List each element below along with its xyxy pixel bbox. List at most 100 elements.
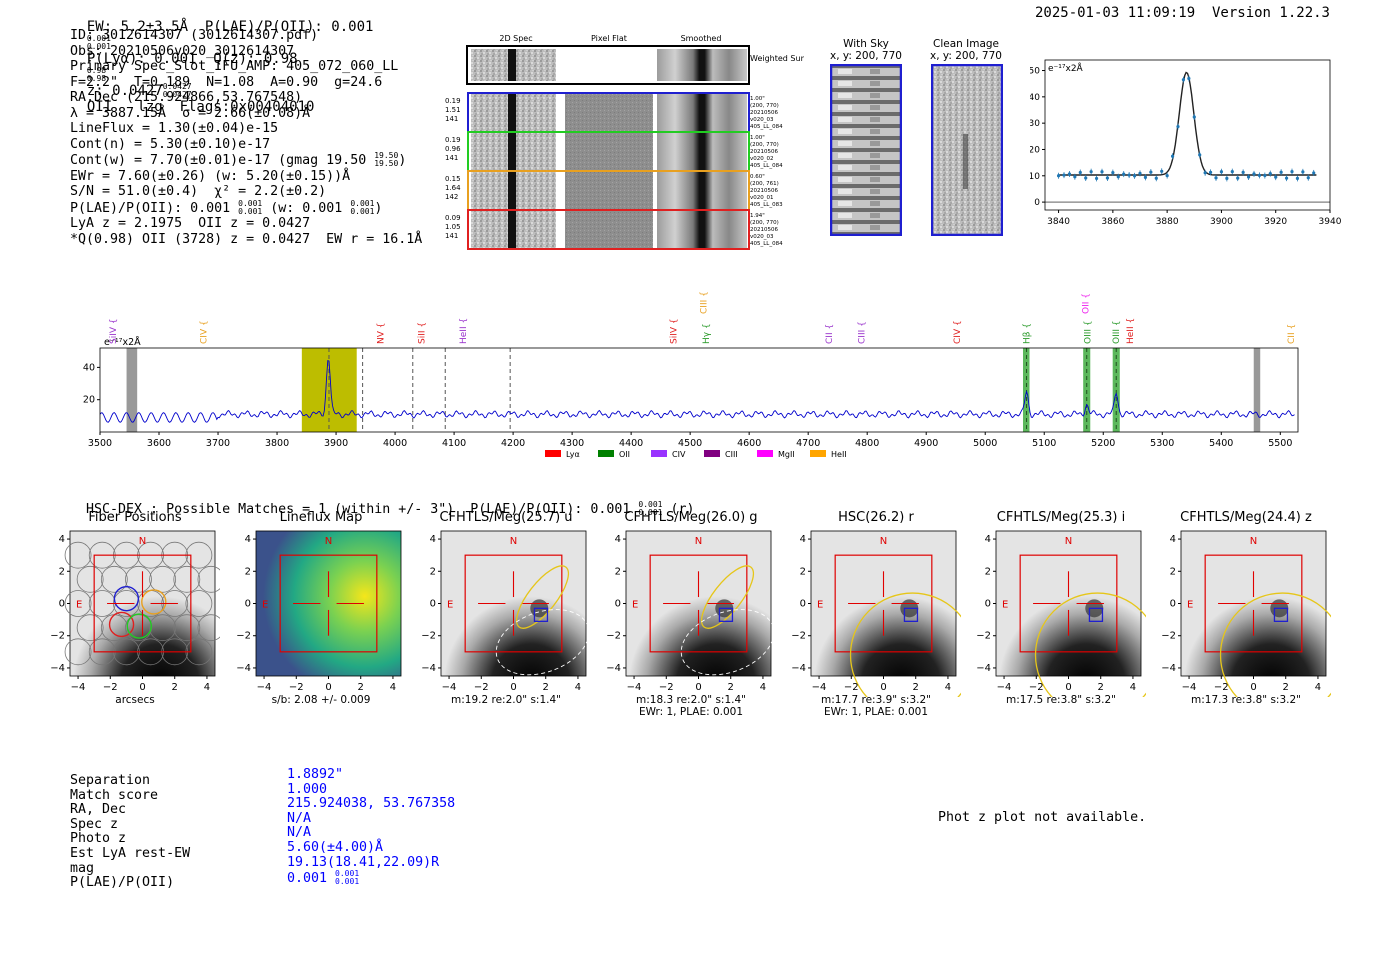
imaging-caption-line: m:17.7 re:3.9" s:3.2" <box>821 694 931 706</box>
imaging-xtick-label: 0 <box>695 682 701 693</box>
imaging-panel: CFHTLS/Meg(25.3) i N E −4 −4 −2 −2 0 0 2 2 4 4 m:17.5… <box>976 510 1161 718</box>
emission-line-label: SiIV { <box>109 318 119 344</box>
zoom-ytick-label: 40 <box>1030 93 1040 103</box>
match-separation: 1.8892" <box>287 767 344 782</box>
imaging-xtick-label: 0 <box>510 682 516 693</box>
imaging-ytick-label: 2 <box>59 566 65 577</box>
imaging-ytick-label: −2 <box>976 631 991 642</box>
hsc-summary: HSC-DEX : Possible Matches = 1 (within +… <box>86 500 695 518</box>
zoom-line-plot: 3840 3860 3880 3900 3920 3940 0 10 20 30 40 50 e⁻¹⁷x… <box>1030 59 1342 227</box>
imaging-panel: CFHTLS/Meg(25.7) u N E −4 −4 −2 −2 0 0 2 2 4 4 m:19.2… <box>421 510 591 706</box>
legend-swatch <box>545 450 561 457</box>
imaging-caption-line: s/b: 2.08 +/- 0.009 <box>271 694 371 706</box>
match-mag: 19.13(18.41,22.09)R <box>287 854 440 870</box>
spectrum-xtick-label: 5000 <box>973 438 997 449</box>
info-sn-chi2: S/N = 51.0(±0.4) χ² = 2.2(±0.2) <box>70 184 327 199</box>
match-est-ew: 5.60(±4.00)Å <box>287 839 384 855</box>
aperture-box <box>1019 554 1118 653</box>
cutout-row-right-label: 20210506 <box>750 149 778 155</box>
imaging-panel-caption: m:17.5 re:3.8" s:3.2" <box>976 694 1146 706</box>
cutout-row-right-label: 1.94" <box>750 213 765 219</box>
zoom-data-point <box>1203 171 1207 175</box>
zoom-data-point <box>1192 115 1196 119</box>
info-obs: Obs: 20210506v020_3012614307 <box>70 43 295 59</box>
zoom-data-point <box>1274 175 1278 179</box>
zoom-data-point <box>1127 173 1131 177</box>
info-id: ID: 3012614307 (3012614307.pdf) <box>70 28 319 43</box>
imaging-xtick-label: 2 <box>728 682 734 693</box>
spectrum-xtick-label: 4800 <box>855 438 879 449</box>
zoom-data-point <box>1073 175 1077 179</box>
spectrum-xtick-label: 5300 <box>1150 438 1174 449</box>
cutout-row-left-label: 141 <box>445 154 458 162</box>
imaging-caption-line: m:18.3 re:2.0" s:1.4" <box>636 694 746 706</box>
imaging-ytick-label: −2 <box>50 631 65 642</box>
zoom-xtick-label: 3900 <box>1210 217 1233 227</box>
zoom-data-point <box>1257 173 1262 177</box>
zoom-data-point <box>1067 172 1072 176</box>
imaging-ytick-label: 2 <box>1170 566 1176 577</box>
zoom-data-point <box>1105 176 1110 180</box>
fiber-circle-highlight <box>113 585 140 612</box>
cutout-row-left-label: 1.51 <box>445 106 461 114</box>
imaging-ytick-label: 2 <box>800 566 806 577</box>
imaging-ytick-label: 0 <box>1170 599 1176 610</box>
match-marker <box>1273 607 1289 622</box>
imaging-panel-title: CFHTLS/Meg(25.7) u <box>439 510 573 525</box>
catalog-ellipse <box>515 565 570 629</box>
zoom-data-point <box>1312 171 1316 175</box>
detection-info: ID: 3012614307 (3012614307.pdf) Obs: 202… <box>70 28 422 247</box>
cutout-row-left-label: 142 <box>445 193 458 201</box>
spectrum-xtick-label: 5500 <box>1268 438 1292 449</box>
zoom-data-point <box>1208 170 1213 174</box>
info-fiber-params: F=2.2" T=0.189 N=1.08 A=0.90 g=24.6 <box>70 74 383 90</box>
zoom-data-point <box>1149 170 1153 174</box>
info-radec: RA,Dec (215.924866,53.767548) <box>70 90 303 105</box>
match-label: RA, Dec <box>70 802 127 818</box>
imaging-panel-title: Lineflux Map <box>279 510 363 525</box>
zoom-data-point <box>1116 175 1120 179</box>
info-ewr: EWr = 7.60(±0.26) (w: 5.20(±0.15))Å <box>70 168 351 184</box>
fiber-circle <box>173 565 201 593</box>
imaging-ytick-label: −2 <box>606 631 621 642</box>
match-label: Spec z <box>70 816 119 832</box>
zoom-ytick-label: 0 <box>1034 198 1040 208</box>
legend-label: OII <box>619 450 630 459</box>
header-ew-plae: EW: 5.2±3.5Å P(LAE)/P(OII): 0.001 <box>86 19 374 35</box>
zoom-data-point <box>1062 173 1066 177</box>
emission-line-label: Hγ { <box>702 323 712 344</box>
cutout-row-right-label: v020_03 <box>750 234 774 240</box>
emission-line-label: OII { <box>1082 293 1092 314</box>
weighted-sum-label: Weighted Sum <box>750 54 804 63</box>
masked-region <box>1253 348 1261 432</box>
catalog-ellipse-dashed <box>680 609 775 676</box>
spectrum-xtick-label: 3600 <box>147 438 171 449</box>
imaging-xtick-label: −4 <box>257 682 272 693</box>
match-score: 1.000 <box>287 781 328 797</box>
zoom-data-point <box>1094 176 1099 181</box>
imaging-ytick-label: 0 <box>430 599 436 610</box>
zoom-data-point <box>1138 171 1142 175</box>
zoom-data-point <box>1252 172 1256 176</box>
spectrum-xtick-label: 4400 <box>619 438 643 449</box>
aperture-box <box>834 554 933 653</box>
imaging-panel: Fiber Positions N E −4 −4 −2 −2 0 0 2 2 4 4 arcsecs <box>50 510 225 706</box>
imaging-panel-title: CFHTLS/Meg(26.0) g <box>624 510 758 525</box>
fiber-circle-highlight <box>126 613 152 639</box>
imaging-xtick-label: −4 <box>627 682 642 693</box>
spectrum-unit-label: e⁻¹⁷x2Å <box>104 336 141 348</box>
info-lya-oii-z: LyA z = 2.1975 OII z = 0.0427 <box>70 216 311 231</box>
spectrum-ytick-label: 40 <box>83 362 95 373</box>
spectrum-xtick-label: 4300 <box>560 438 584 449</box>
imaging-xtick-label: 4 <box>760 682 766 693</box>
match-marker <box>718 607 734 622</box>
imaging-ytick-label: 2 <box>985 566 991 577</box>
fiber-circle <box>149 565 177 593</box>
match-values: 1.8892" 1.000 215.924038, 53.767358 N/A … <box>287 767 455 887</box>
imaging-ytick-label: 0 <box>615 599 621 610</box>
east-label: E <box>632 600 638 611</box>
imaging-panel-canvas: N E −4 −4 −2 −2 0 0 2 2 4 4 <box>791 530 976 718</box>
zoom-data-point <box>1263 173 1267 178</box>
fiber-circle-highlight <box>108 611 135 638</box>
